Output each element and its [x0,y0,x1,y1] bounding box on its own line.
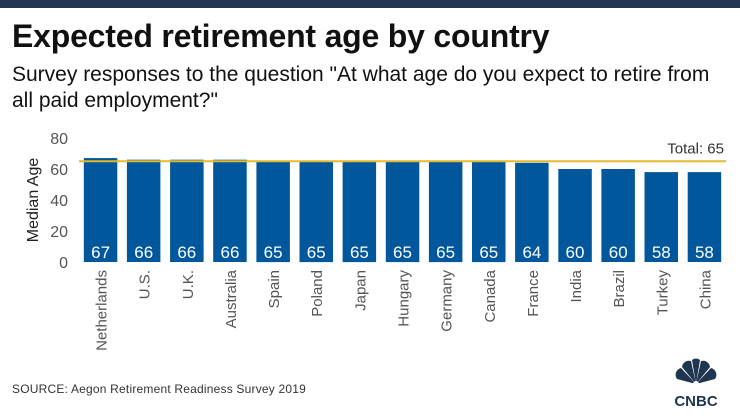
x-tick-label: France [525,270,542,317]
chart-title: Expected retirement age by country [12,18,550,54]
bar-data-label: 66 [177,243,196,262]
peacock-icon [675,358,717,387]
bar [342,161,377,263]
bar [558,169,592,262]
bar [213,159,247,262]
x-axis-ticks: Netherlands U.S. U.K. Australia Spain Poland J… [94,269,715,351]
x-tick-label: Japan [352,270,369,311]
y-tick-label: 80 [50,131,68,148]
x-tick-label: Australia [223,269,240,328]
cnbc-logo-text: CNBC [674,393,717,410]
x-tick-label: Turkey [654,270,671,316]
x-tick-label: India [568,269,585,302]
y-tick-label: 40 [50,193,68,210]
bars: 67 66 66 66 65 65 65 65 65 65 64 60 60 58 58 [83,158,722,263]
bar [472,161,506,263]
bar-data-label: 58 [652,243,671,262]
x-tick-label: China [697,269,714,309]
y-axis-ticks: 0 20 40 60 80 [50,131,68,272]
x-tick-label: U.K. [180,270,197,299]
x-tick-label: U.S. [137,270,154,299]
chart-subtitle: Survey responses to the question "At wha… [12,63,710,112]
bar [428,161,463,263]
bar-data-label: 65 [479,243,498,262]
bar-data-label: 66 [221,243,240,262]
x-tick-label: Canada [482,269,499,322]
y-tick-label: 60 [50,162,68,179]
bar [644,172,678,262]
bar [601,169,635,262]
bar [515,162,549,262]
x-tick-label: Netherlands [94,270,111,351]
bar [385,161,420,263]
bar [299,161,333,263]
y-axis-label: Median Age [25,158,42,243]
bar [83,158,118,262]
x-tick-label: Poland [309,270,326,317]
x-tick-label: Spain [266,270,283,308]
bar-data-label: 60 [566,243,585,262]
reference-line-label: Total: 65 [667,140,724,157]
y-tick-label: 20 [50,224,68,241]
bar-data-label: 65 [264,243,283,262]
top-accent-bar [0,0,740,8]
bar [687,172,722,262]
bar [170,159,204,262]
bar-data-label: 64 [522,243,541,262]
x-tick-label: Hungary [396,270,413,327]
bar-data-label: 65 [307,243,326,262]
bar-data-label: 58 [695,243,714,262]
bar [126,159,161,262]
cnbc-logo: CNBC [674,358,718,410]
bar-data-label: 60 [609,243,628,262]
x-tick-label: Brazil [611,270,628,308]
source-note: SOURCE: Aegon Retirement Readiness Surve… [12,382,307,396]
bar-data-label: 65 [350,243,369,262]
bar-data-label: 65 [393,243,412,262]
bar-data-label: 66 [134,243,153,262]
bar-data-label: 67 [91,243,110,262]
y-tick-label: 0 [59,255,68,272]
bar-data-label: 65 [436,243,455,262]
x-tick-label: Germany [439,270,456,332]
bar [256,161,290,263]
